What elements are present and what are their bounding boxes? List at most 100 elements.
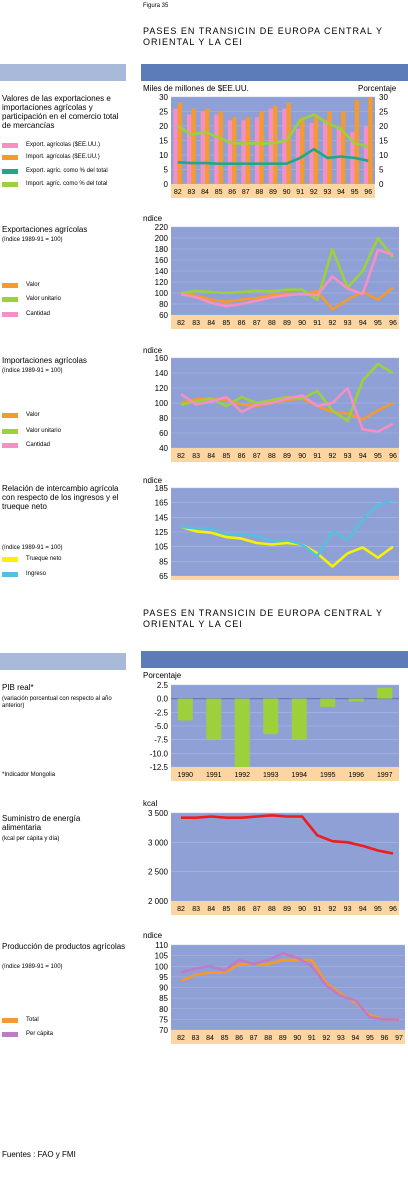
x-tick-label: 96: [389, 453, 397, 460]
x-tick-label: 94: [359, 453, 367, 460]
bar-orange: [354, 99, 359, 184]
y-tick-label: 70: [159, 1026, 168, 1035]
gdp-chart: 2.5 0.0 -2.5 -5.0 -7.5 -10.0 -12.5 1990 1991 1992…: [150, 681, 399, 781]
y-tick-label: 105: [155, 543, 169, 552]
x-tick-label: 91: [313, 320, 321, 327]
x-tick-label: 85: [223, 453, 231, 460]
x-tick-label: 90: [293, 1035, 301, 1042]
bar-orange: [245, 117, 251, 184]
legend-label-export-value: Export. agrícolas ($EE.UU.): [26, 142, 101, 148]
sources-note: Fuentes : FAO y FMI: [2, 1150, 76, 1159]
x-tick-label: 97: [395, 1035, 403, 1042]
bar-pink: [214, 114, 219, 184]
legend-swatch-import-share: [2, 182, 18, 187]
x-tick-label: 85: [223, 320, 231, 327]
terms-chart-subtitle: (índice 1989-91 = 100): [2, 545, 63, 551]
x-tick-label: 93: [344, 906, 352, 913]
x-tick-label: 85: [223, 906, 231, 913]
x-tick-label: 92: [329, 453, 337, 460]
x-tick-label: 95: [374, 906, 382, 913]
bar-pink: [282, 108, 287, 184]
y-tick-label: 180: [155, 245, 169, 254]
y-tick-label: 220: [155, 223, 169, 232]
bar-pink: [309, 123, 314, 184]
gdp-chart-title: PIB real*: [2, 683, 34, 692]
legend-label-per-capita: Per cápita: [26, 1031, 54, 1037]
y-tick-label: 140: [155, 369, 169, 378]
series-line-red: [181, 814, 394, 855]
energy-category-band: [171, 901, 399, 915]
bar-pink: [241, 120, 246, 184]
y-tick-label: 3 000: [148, 838, 169, 847]
energy-chart: 3 500 3 000 2 500 2 000 82 83 84 85 86 87 88 89 90 91…: [148, 809, 399, 915]
section-title-2: PASES EN TRANSICIN DE EUROPA CENTRAL Y O…: [143, 608, 383, 629]
y-tick-label: -2.5: [154, 708, 168, 717]
legend-swatch-income: [2, 572, 18, 577]
x-tick-label: 82: [174, 189, 182, 196]
x-tick-label: 85: [221, 1035, 229, 1042]
y-tick-label: 160: [155, 256, 169, 265]
x-tick-label: 89: [283, 453, 291, 460]
y-tick-label: 10: [159, 151, 168, 160]
y-tick-label: 0: [164, 180, 169, 189]
y-tick-label: 100: [155, 962, 169, 971]
x-tick-label: 86: [238, 906, 246, 913]
trade-chart: 0 5 10 15 20 25 30 0 5 10 15 20 25 30 82 83 84 85 86 87 88 89…: [159, 93, 388, 198]
bar-pink: [173, 108, 178, 184]
bar-orange: [273, 105, 278, 184]
legend-label-export-qty: Cantidad: [26, 311, 51, 317]
x-tick-label: 90: [298, 453, 306, 460]
y-tick-label-right: 30: [379, 93, 388, 102]
y-tick-label: 0.0: [157, 695, 169, 704]
y-tick-label: 60: [159, 311, 168, 320]
production-y-label: ndice: [143, 931, 163, 940]
x-tick-label: 91: [308, 1035, 316, 1042]
x-tick-label: 86: [228, 189, 236, 196]
bar-pink: [295, 128, 301, 184]
legend-label-export-unit: Valor unitario: [26, 296, 61, 302]
legend-swatch-export-unit: [2, 297, 18, 302]
x-tick-label: 83: [192, 906, 200, 913]
y-tick-label: -5.0: [154, 722, 168, 731]
x-tick-label: 1993: [263, 772, 279, 779]
x-tick-label: 83: [192, 453, 200, 460]
series-line-pink: [180, 248, 394, 308]
y-tick-label: 2 000: [148, 897, 169, 906]
x-tick-label: 94: [359, 320, 367, 327]
x-tick-label: 94: [352, 1035, 360, 1042]
x-tick-label: 89: [269, 189, 277, 196]
y-tick-label: 3 500: [148, 809, 169, 818]
y-tick-label: 5: [164, 166, 169, 175]
x-tick-label: 1990: [177, 772, 193, 779]
legend-label-export-share: Export. agríc. como % del total: [26, 168, 108, 174]
x-tick-label: 1997: [377, 772, 393, 779]
x-tick-label: 96: [389, 906, 397, 913]
legend-label-barter: Trueque neto: [26, 556, 62, 562]
terms-chart-title: Relación de intercambio agrícola con res…: [2, 484, 119, 511]
series-line-purple: [180, 952, 399, 1021]
x-tick-label: 83: [192, 1035, 200, 1042]
y-tick-label-right: 5: [379, 166, 384, 175]
gdp-bar: [320, 698, 336, 707]
gdp-bar: [206, 698, 222, 740]
export-y-label: ndice: [143, 214, 163, 223]
x-tick-label: 89: [283, 320, 291, 327]
legend-swatch-barter: [2, 557, 18, 562]
y-tick-label: 60: [159, 429, 168, 438]
legend-label-export-valor: Valor: [26, 282, 40, 288]
gdp-bar: [177, 698, 193, 721]
x-tick-label: 87: [253, 906, 261, 913]
y-tick-label: -7.5: [154, 736, 168, 745]
x-tick-label: 94: [337, 189, 345, 196]
y-tick-label: 75: [159, 1015, 168, 1024]
terms-chart: 65 85 105 125 145 165 185: [155, 484, 399, 581]
section-title: PASES EN TRANSICIN DE EUROPA CENTRAL Y O…: [143, 26, 383, 47]
y-tick-label: 145: [155, 513, 169, 522]
y-tick-label-right: 15: [379, 137, 388, 146]
bar-pink: [268, 108, 273, 184]
energy-plot-area: [171, 813, 399, 901]
x-tick-label: 1992: [234, 772, 250, 779]
terms-category-band: [171, 576, 399, 580]
bar-pink: [255, 117, 260, 184]
